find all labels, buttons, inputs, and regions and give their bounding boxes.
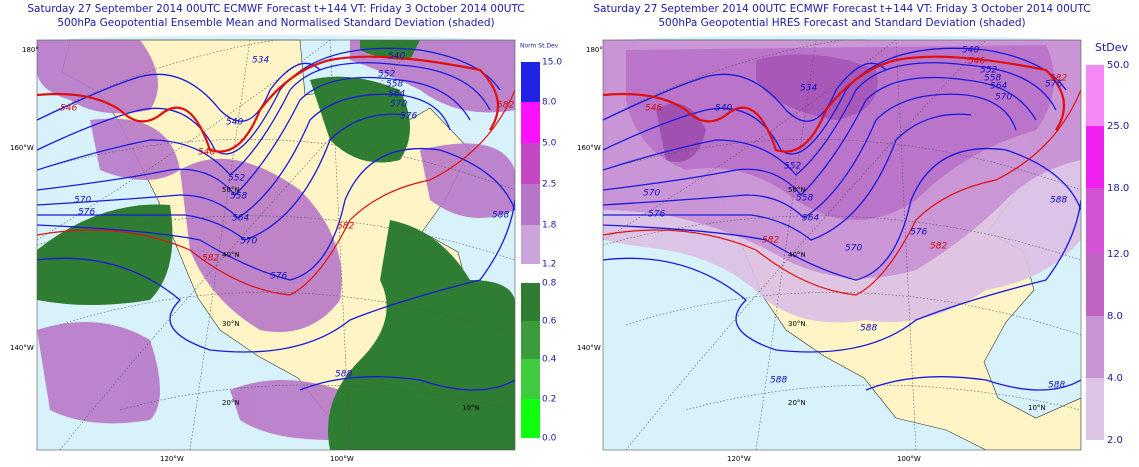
legend-label: 4.0 [1107,373,1123,384]
contour-label: 588 [335,370,352,380]
lat-label: 40°N [222,251,240,259]
lon-label: 180° [586,46,603,54]
legend-label: 1.8 [542,221,557,231]
lat-label: 20°N [222,399,240,407]
contour-label: 576 [1045,80,1062,90]
contour-label: 588 [860,324,877,334]
contour-label: 588 [1048,381,1065,391]
lon-label: 140°W [577,344,601,352]
legend-label: 15.0 [542,58,562,68]
legend-title: StDev [1095,41,1129,54]
contour-label: 564 [232,214,249,224]
legend-label: 50.0 [1107,60,1129,71]
contour-label: 576 [648,210,665,220]
colorbar: Norm St.Dev 15.0 8.0 5.0 2.5 1.8 1.2 0.8… [520,43,562,444]
title-line1: Saturday 27 September 2014 00UTC ECMWF F… [27,3,524,15]
contour-label: 546 [968,57,985,67]
title-line1: Saturday 27 September 2014 00UTC ECMWF F… [593,3,1090,15]
lat-label: 10°N [462,404,480,412]
contour-label: 540 [715,104,732,114]
lon-label: 100°W [330,455,354,463]
contour-label: 534 [252,56,269,66]
contour-label: 588 [770,376,787,386]
contour-label: 564 [802,214,819,224]
contour-label: 570 [74,196,91,206]
lon-label: 160°W [577,144,601,152]
contour-label: 540 [388,52,405,62]
legend-label: 0.0 [542,434,557,444]
legend-label: 8.0 [1107,311,1123,322]
lat-label: 10°N [1028,404,1046,412]
panel-hres: Saturday 27 September 2014 00UTC ECMWF F… [577,3,1129,463]
legend-label: 0.8 [542,279,557,289]
lon-label: 120°W [160,455,184,463]
legend-label: 18.0 [1107,183,1129,194]
contour-label: 564 [388,90,405,100]
contour-label: 546 [198,148,215,158]
legend-label: 1.2 [542,260,556,270]
map [603,35,1081,450]
contour-label: 582 [337,222,354,232]
lat-label: 30°N [788,320,806,328]
contour-label: 588 [492,211,509,221]
lat-label: 50°N [788,186,806,194]
contour-label: 540 [226,118,243,128]
legend-title: Norm St.Dev [520,43,559,50]
lat-label: 50°N [222,186,240,194]
contour-label: 546 [645,104,662,114]
title-line2: 500hPa Geopotential HRES Forecast and St… [658,17,1025,29]
contour-label: 558 [230,192,247,202]
contour-label: 546 [60,104,77,114]
contour-label: 540 [962,46,979,56]
contour-label: 558 [984,74,1001,84]
panel-ensemble: Saturday 27 September 2014 00UTC ECMWF F… [10,3,562,463]
contour-label: 570 [643,189,660,199]
lat-label: 30°N [222,320,240,328]
lon-label: 180° [22,46,39,54]
contour-label: 582 [930,242,947,252]
map [37,35,515,450]
contour-label: 534 [800,84,817,94]
lon-label: 120°W [727,455,751,463]
legend-label: 2.5 [542,180,556,190]
contour-label: 552 [228,174,245,184]
lat-label: 40°N [788,251,806,259]
legend-label: 0.4 [542,355,557,365]
colorbar: StDev 50.0 25.0 18.0 12.0 8.0 4.0 2.0 [1086,41,1129,446]
lon-label: 140°W [10,344,34,352]
contour-label: 582 [1050,74,1067,84]
contour-label: 558 [796,194,813,204]
legend-label: 25.0 [1107,121,1129,132]
lon-label: 100°W [897,455,921,463]
contour-label: 582 [497,101,514,111]
lat-label: 20°N [788,399,806,407]
contour-label: 552 [784,162,801,172]
contour-label: 588 [1050,196,1067,206]
contour-label: 576 [910,228,927,238]
contour-label: 552 [980,66,997,76]
legend-label: 0.2 [542,395,556,405]
legend-label: 8.0 [542,98,557,108]
contour-label: 570 [390,100,407,110]
contour-label: 582 [762,236,779,246]
lon-label: 160°W [10,144,34,152]
legend-label: 12.0 [1107,249,1129,260]
contour-label: 570 [845,244,862,254]
legend-label: 0.6 [542,317,557,327]
contour-label: 570 [240,237,257,247]
contour-label: 552 [378,70,395,80]
contour-label: 570 [995,93,1012,103]
legend-label: 2.0 [1107,435,1123,446]
contour-label: 576 [78,208,95,218]
contour-label: 576 [270,272,287,282]
legend-label: 5.0 [542,139,557,149]
title-line2: 500hPa Geopotential Ensemble Mean and No… [57,17,494,29]
contour-label: 576 [400,112,417,122]
contour-label: 558 [386,80,403,90]
contour-label: 564 [990,82,1007,92]
contour-label: 582 [202,254,219,264]
